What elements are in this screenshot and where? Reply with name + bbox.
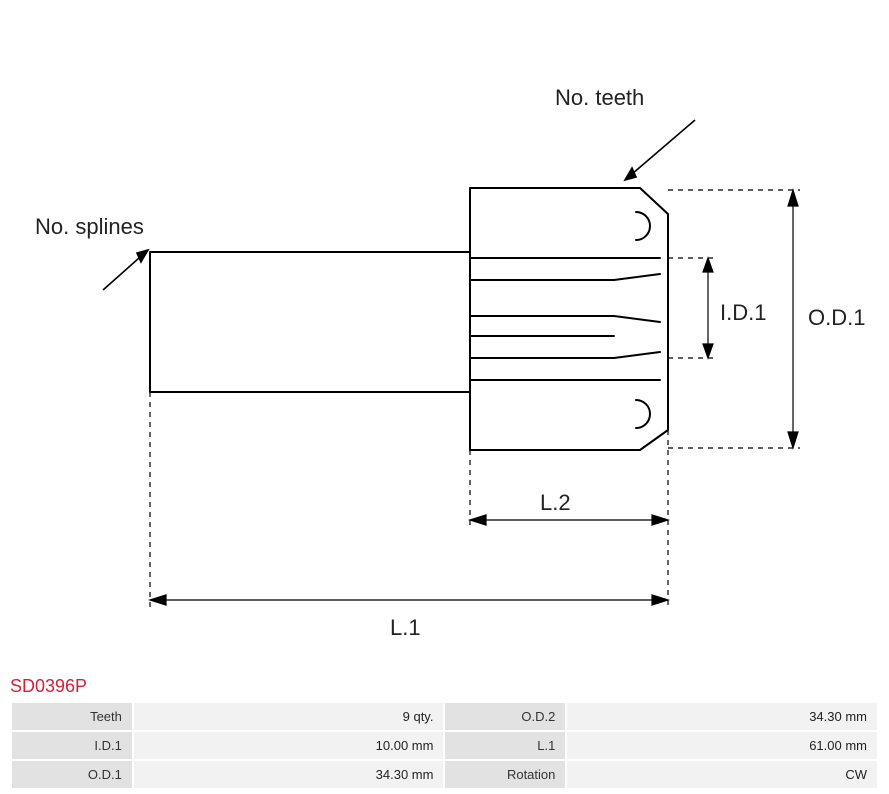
table-row: Teeth9 qty.O.D.234.30 mm [12,703,877,730]
spec-val: 10.00 mm [134,732,444,759]
technical-diagram: No. teeth No. splines I.D.1 O.D.1 L.2 L.… [0,0,889,670]
label-id1: I.D.1 [720,300,766,326]
part-code: SD0396P [0,670,889,701]
table-row: I.D.110.00 mmL.161.00 mm [12,732,877,759]
diagram-svg [0,0,889,670]
spec-val: 61.00 mm [567,732,877,759]
label-no-splines: No. splines [35,214,144,240]
label-l1: L.1 [390,615,421,641]
table-row: O.D.134.30 mmRotationCW [12,761,877,788]
spec-val: 9 qty. [134,703,444,730]
spec-key: O.D.2 [445,703,565,730]
spec-key: L.1 [445,732,565,759]
spec-val: 34.30 mm [567,703,877,730]
spec-key: I.D.1 [12,732,132,759]
spec-val: 34.30 mm [134,761,444,788]
spec-key: O.D.1 [12,761,132,788]
label-l2: L.2 [540,490,571,516]
label-no-teeth: No. teeth [555,85,644,111]
spec-val: CW [567,761,877,788]
spec-key: Teeth [12,703,132,730]
spec-key: Rotation [445,761,565,788]
label-od1: O.D.1 [808,305,865,331]
spec-table: Teeth9 qty.O.D.234.30 mmI.D.110.00 mmL.1… [10,701,879,790]
